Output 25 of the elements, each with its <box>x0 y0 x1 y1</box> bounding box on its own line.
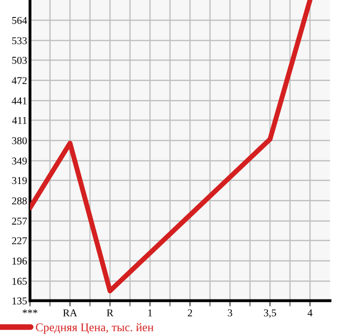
y-tick-label: 135 <box>12 297 27 304</box>
x-tick-label: 3,5 <box>264 309 276 318</box>
y-tick-label: 196 <box>12 258 27 265</box>
x-tick-label: *** <box>22 309 38 314</box>
y-tick-label: 380 <box>12 137 27 144</box>
y-tick-label: 411 <box>12 117 27 124</box>
x-tick-label: 2 <box>188 309 192 316</box>
y-tick-label: 503 <box>12 56 27 64</box>
y-tick-label: 472 <box>12 77 27 84</box>
y-tick-label: 227 <box>12 237 27 244</box>
x-tick-label: RA <box>63 309 78 316</box>
y-tick-label: 441 <box>12 97 27 104</box>
y-tick-label: 165 <box>12 278 27 285</box>
legend-label: Средняя Цена, тыс. йен <box>36 323 154 334</box>
x-tick-label: R <box>106 309 114 316</box>
y-tick-label: 288 <box>12 197 27 204</box>
y-tick-label: 564 <box>12 16 28 24</box>
y-tick-label: 533 <box>12 37 27 44</box>
line-series <box>30 0 312 294</box>
x-tick-label: 4 <box>308 309 312 316</box>
y-tick-label: 349 <box>12 158 27 165</box>
x-tick-label: 3 <box>228 309 232 316</box>
y-tick-label: 257 <box>12 218 27 225</box>
y-tick-label: 319 <box>12 177 27 184</box>
x-tick-label: 1 <box>148 309 152 316</box>
